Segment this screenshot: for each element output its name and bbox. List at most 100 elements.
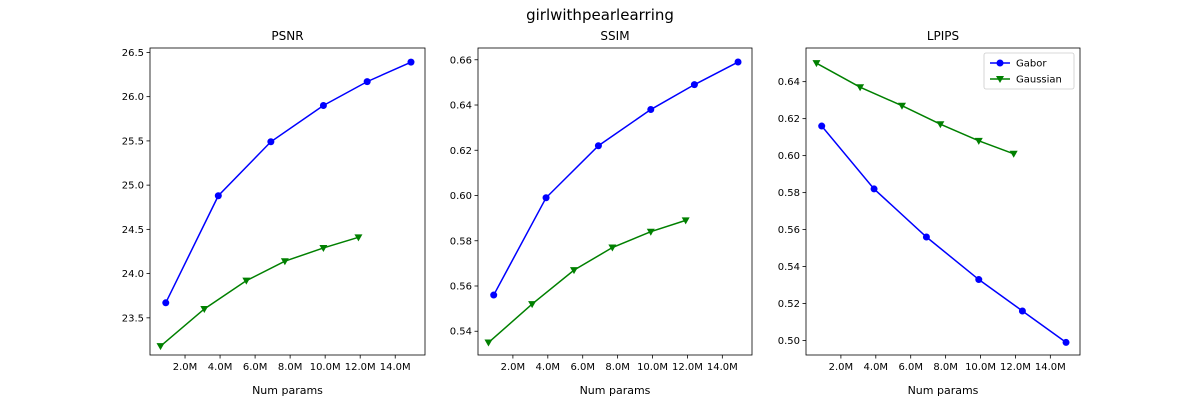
ssim-gaussian-point <box>484 339 493 347</box>
lpips-y-tick-label: 0.62 <box>778 114 800 125</box>
ssim-y-tick-label: 0.58 <box>450 236 472 247</box>
legend-gabor-label: Gabor <box>1016 59 1047 70</box>
lpips-gabor-point <box>1062 338 1070 346</box>
psnr-y-tick-label: 26.0 <box>122 92 144 103</box>
ssim-x-tick-label: 14.0M <box>707 362 738 373</box>
psnr-x-tick-label: 10.0M <box>310 362 341 373</box>
lpips-y-tick-label: 0.50 <box>778 336 800 347</box>
psnr-gabor-point <box>162 299 170 307</box>
psnr-subplot: PSNR 2.0M 4.0M 6.0M 8.0M 10.0M 12.0M 14.0M 23.5 2… <box>122 29 426 397</box>
psnr-gaussian-point <box>354 234 363 242</box>
lpips-gaussian-point <box>974 137 983 145</box>
lpips-y-tick-label: 0.64 <box>778 77 800 88</box>
lpips-y-tick-label: 0.56 <box>778 225 800 236</box>
lpips-y-tick-label: 0.60 <box>778 151 800 162</box>
lpips-x-tick-label: 14.0M <box>1035 362 1066 373</box>
ssim-gabor-point <box>647 106 655 114</box>
ssim-gaussian-line <box>487 219 686 344</box>
legend-gaussian-label: Gaussian <box>1016 75 1062 86</box>
lpips-y-tick-label: 0.54 <box>778 262 800 273</box>
ssim-gabor-point <box>734 58 742 66</box>
psnr-x-tick-label: 8.0M <box>278 362 303 373</box>
ssim-x-tick-label: 6.0M <box>570 362 595 373</box>
lpips-gaussian-point <box>897 102 906 110</box>
ssim-gabor-point <box>542 194 550 202</box>
ssim-x-tick-label: 12.0M <box>672 362 703 373</box>
ssim-x-tick-label: 2.0M <box>501 362 526 373</box>
subplots: PSNR 2.0M 4.0M 6.0M 8.0M 10.0M 12.0M 14.0M 23.5 2… <box>122 29 1081 397</box>
lpips-axes-frame <box>805 47 1081 356</box>
ssim-title: SSIM <box>600 29 629 43</box>
lpips-x-tick-label: 12.0M <box>1000 362 1031 373</box>
ssim-subplot: SSIM 2.0M 4.0M 6.0M 8.0M 10.0M 12.0M 14.0M 0.54 0… <box>450 29 753 397</box>
lpips-x-axis-label: Num params <box>908 384 979 397</box>
psnr-gaussian-line <box>160 236 359 347</box>
lpips-x-tick-label: 8.0M <box>933 362 958 373</box>
psnr-gaussian-point <box>200 305 209 313</box>
psnr-x-axis-label: Num params <box>252 384 323 397</box>
ssim-x-axis-label: Num params <box>580 384 651 397</box>
psnr-x-tick-label: 12.0M <box>345 362 376 373</box>
lpips-gaussian-line <box>816 62 1014 155</box>
lpips-x-tick-label: 10.0M <box>965 362 996 373</box>
psnr-x-tick-label: 14.0M <box>380 362 411 373</box>
lpips-title: LPIPS <box>927 29 959 43</box>
ssim-gaussian-point <box>608 244 617 252</box>
psnr-x-tick-label: 4.0M <box>208 362 233 373</box>
legend-gabor-marker <box>996 59 1004 67</box>
psnr-y-tick-label: 24.0 <box>122 269 144 280</box>
lpips-gabor-line <box>821 125 1067 344</box>
lpips-x-tick-label: 2.0M <box>829 362 854 373</box>
psnr-gabor-point <box>214 192 222 200</box>
ssim-gaussian-point <box>528 301 537 309</box>
psnr-title: PSNR <box>271 29 303 43</box>
psnr-axes-frame <box>149 47 426 356</box>
lpips-gabor-point <box>870 185 878 193</box>
psnr-gabor-point <box>407 58 415 66</box>
ssim-gabor-line <box>493 61 739 296</box>
psnr-gaussian-point <box>242 277 251 285</box>
lpips-gaussian-point <box>812 60 821 68</box>
ssim-gabor-point <box>490 291 498 299</box>
lpips-subplot: LPIPS 2.0M 4.0M 6.0M 8.0M 10.0M 12.0M 14.0M 0.50… <box>778 29 1081 397</box>
lpips-gabor-point <box>1018 307 1026 315</box>
psnr-gaussian-point <box>280 258 289 266</box>
psnr-y-tick-label: 23.5 <box>122 313 144 324</box>
lpips-gabor-point <box>975 276 983 284</box>
psnr-x-tick-label: 2.0M <box>173 362 198 373</box>
ssim-y-tick-label: 0.60 <box>450 191 472 202</box>
psnr-gaussian-point <box>156 343 165 351</box>
ssim-y-tick-label: 0.64 <box>450 101 472 112</box>
lpips-gabor-point <box>922 233 930 241</box>
psnr-gabor-point <box>267 138 275 146</box>
psnr-gabor-line <box>165 61 412 304</box>
legend-gaussian-marker <box>996 76 1004 83</box>
ssim-y-tick-label: 0.62 <box>450 146 472 157</box>
lpips-x-tick-label: 6.0M <box>898 362 923 373</box>
ssim-gaussian-point <box>646 228 655 236</box>
ssim-gabor-point <box>690 81 698 89</box>
lpips-legend: Gabor Gaussian <box>983 52 1075 90</box>
lpips-y-tick-label: 0.52 <box>778 299 800 310</box>
psnr-y-tick-label: 24.5 <box>122 225 144 236</box>
ssim-y-tick-label: 0.66 <box>450 55 472 66</box>
ssim-gaussian-point <box>569 267 578 275</box>
ssim-x-tick-label: 10.0M <box>637 362 668 373</box>
lpips-gaussian-point <box>1009 150 1018 158</box>
figure-title: girlwithpearlearring <box>526 6 674 24</box>
psnr-gabor-point <box>363 78 371 86</box>
lpips-y-tick-label: 0.58 <box>778 188 800 199</box>
ssim-gaussian-point <box>681 217 690 225</box>
legend-box <box>983 52 1075 90</box>
lpips-x-tick-label: 4.0M <box>864 362 889 373</box>
ssim-gabor-point <box>594 142 602 150</box>
psnr-y-tick-label: 26.5 <box>122 48 144 59</box>
psnr-y-tick-label: 25.5 <box>122 136 144 147</box>
lpips-gabor-point <box>818 122 826 130</box>
ssim-x-tick-label: 4.0M <box>536 362 561 373</box>
psnr-gabor-point <box>319 102 327 110</box>
psnr-x-tick-label: 6.0M <box>243 362 268 373</box>
lpips-gaussian-point <box>856 84 865 92</box>
ssim-axes-frame <box>477 47 753 356</box>
